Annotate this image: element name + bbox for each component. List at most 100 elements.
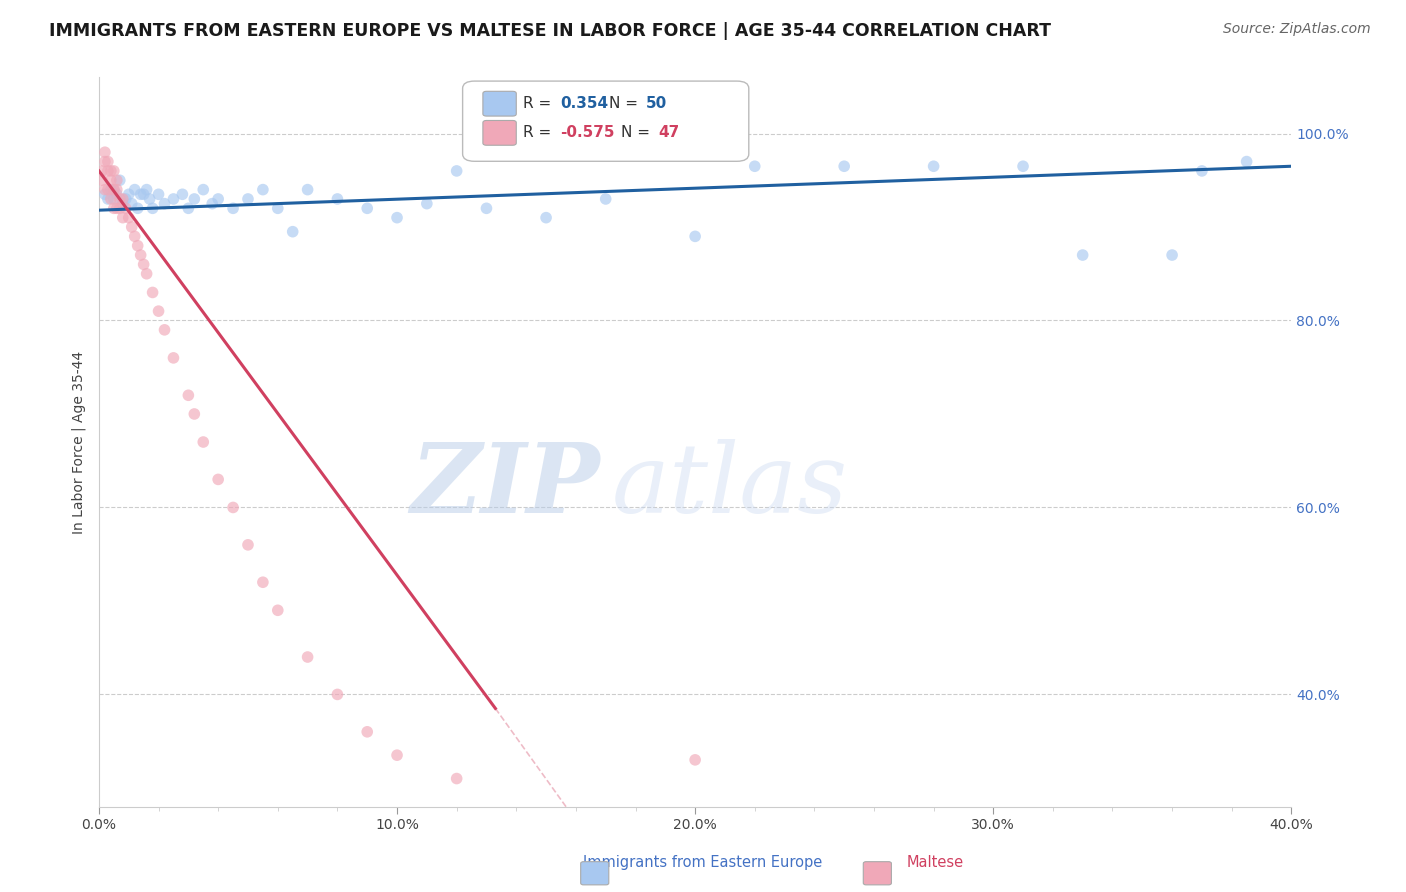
FancyBboxPatch shape (482, 91, 516, 116)
Point (94, 183, 117, 197)
Point (124, 183, 146, 197)
Point (103, 192, 125, 206)
Point (193, 183, 215, 197)
Point (162, 192, 184, 206)
Point (446, 164, 468, 178)
Point (207, 192, 229, 206)
Point (153, 196, 176, 211)
Point (252, 575, 274, 590)
Point (183, 407, 205, 421)
Point (142, 285, 165, 300)
Point (111, 196, 134, 211)
Point (100, 192, 122, 206)
Point (108, 202, 131, 216)
Point (100, 183, 122, 197)
Point (177, 388, 200, 402)
Point (132, 257, 155, 271)
Point (177, 202, 200, 216)
Point (683, 229, 706, 244)
Point (297, 650, 319, 665)
Point (94, 145, 117, 160)
Point (1161, 248, 1184, 262)
Point (222, 500, 245, 515)
Point (118, 187, 141, 202)
Point (118, 211, 141, 225)
Text: N =: N = (609, 96, 643, 112)
Point (148, 304, 170, 318)
Point (108, 192, 131, 206)
Point (534, 211, 557, 225)
Point (94, 154, 117, 169)
Point (105, 187, 128, 202)
Point (385, 211, 408, 225)
Point (222, 202, 245, 216)
Point (236, 538, 259, 552)
Point (475, 202, 498, 216)
Point (124, 229, 146, 244)
Text: IMMIGRANTS FROM EASTERN EUROPE VS MALTESE IN LABOR FORCE | AGE 35-44 CORRELATION: IMMIGRANTS FROM EASTERN EUROPE VS MALTES… (49, 22, 1052, 40)
Text: R =: R = (523, 126, 557, 140)
Point (103, 202, 125, 216)
Point (832, 159, 855, 173)
Point (267, 202, 290, 216)
Point (207, 472, 229, 486)
Point (103, 183, 125, 197)
Point (97, 154, 120, 169)
Point (90, 164, 112, 178)
Point (103, 164, 125, 178)
Point (105, 202, 128, 216)
Point (416, 196, 439, 211)
Point (121, 219, 143, 234)
Point (326, 192, 349, 206)
Point (446, 772, 468, 786)
Point (103, 183, 125, 197)
Point (105, 173, 128, 187)
Point (97, 192, 120, 206)
Point (267, 603, 290, 617)
Point (97, 183, 120, 197)
FancyBboxPatch shape (463, 81, 749, 161)
Point (127, 238, 149, 252)
Text: ZIP: ZIP (411, 439, 600, 533)
Text: -0.575: -0.575 (561, 126, 614, 140)
Point (114, 192, 136, 206)
Text: N =: N = (621, 126, 655, 140)
Point (236, 192, 259, 206)
Point (1236, 154, 1258, 169)
Point (90, 173, 112, 187)
Point (1071, 248, 1094, 262)
Text: 50: 50 (647, 96, 668, 112)
Point (922, 159, 945, 173)
Point (162, 351, 184, 365)
Text: Immigrants from Eastern Europe: Immigrants from Eastern Europe (583, 855, 823, 870)
Point (744, 159, 766, 173)
FancyBboxPatch shape (482, 120, 516, 145)
Point (252, 183, 274, 197)
Text: 47: 47 (658, 126, 679, 140)
Point (683, 753, 706, 767)
Point (100, 173, 122, 187)
Point (111, 192, 134, 206)
Point (105, 183, 128, 197)
Point (193, 435, 215, 450)
Point (595, 192, 617, 206)
Point (326, 687, 349, 701)
Point (1012, 159, 1035, 173)
Point (1191, 164, 1213, 178)
Text: atlas: atlas (612, 439, 848, 533)
Point (132, 187, 155, 202)
Point (114, 202, 136, 216)
Point (129, 248, 152, 262)
Point (172, 187, 194, 202)
Point (138, 192, 160, 206)
Point (148, 187, 170, 202)
Point (100, 164, 122, 178)
Point (127, 202, 149, 216)
Y-axis label: In Labor Force | Age 35-44: In Labor Force | Age 35-44 (72, 351, 86, 533)
Point (135, 267, 157, 281)
Point (356, 724, 378, 739)
Point (153, 323, 176, 337)
Point (142, 202, 165, 216)
Point (281, 225, 304, 239)
Point (385, 748, 408, 763)
